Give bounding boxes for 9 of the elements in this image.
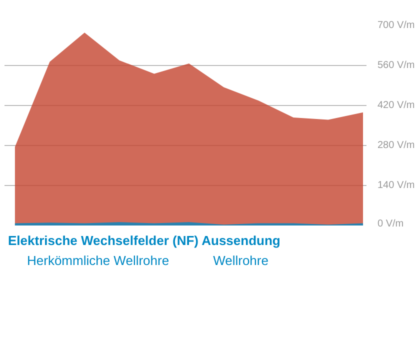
y-tick-label: 560 V/m [378,60,415,71]
legend-title: Elektrische Wechselfelder (NF) Aussendung [8,233,280,248]
y-tick-label: 0 V/m [378,218,404,230]
text: Wellrohre [213,252,268,268]
y-tick-label: 420 V/m [378,100,415,111]
y-tick-label: 140 V/m [378,180,415,191]
y-tick-label: 700 V/m [378,20,415,31]
y-tick-label: 280 V/m [378,140,415,151]
text: Herkömmliche Wellrohre [27,252,170,268]
